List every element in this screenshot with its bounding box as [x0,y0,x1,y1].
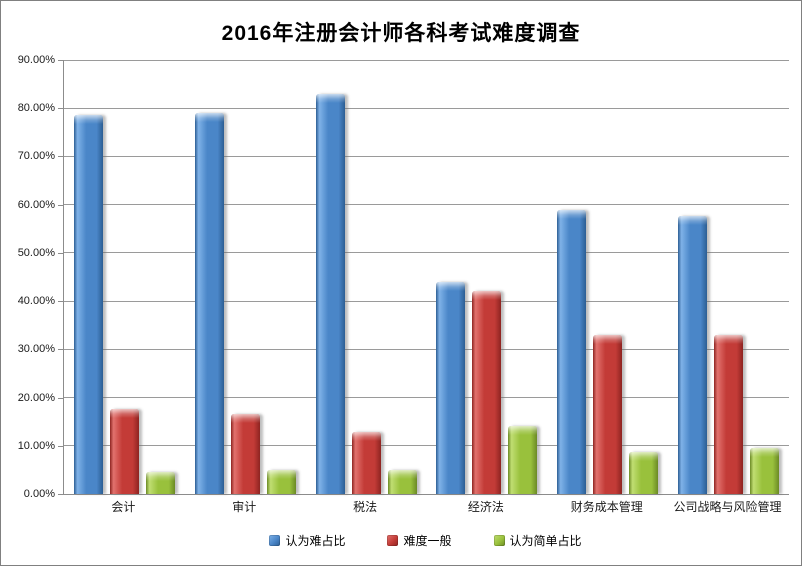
y-tick-label: 80.00% [17,102,55,115]
y-axis-tick [58,301,63,303]
y-tick-label: 50.00% [17,246,55,259]
bar-group-6 [668,60,789,494]
legend-swatch-icon [493,535,505,546]
gridline [64,348,789,350]
gridline [64,107,789,109]
bar [145,472,175,494]
bar [629,452,659,494]
bar-group-2 [185,60,306,494]
gridline [64,60,789,61]
legend-label: 认为简单占比 [509,534,582,548]
bar [266,469,296,494]
bar-group-4 [426,60,547,494]
legend: 认为难占比 难度一般 认为简单占比 [63,532,788,549]
y-tick-label: 20.00% [17,391,55,404]
y-tick-label: 90.00% [17,54,55,66]
bar [678,215,708,494]
gridline [64,252,789,254]
bar [109,409,139,494]
bar [508,426,538,494]
bar-group-5 [547,60,668,494]
y-axis-tick [58,108,63,110]
legend-label: 认为难占比 [285,534,346,548]
bar [73,115,103,494]
legend-item: 难度一般 [387,532,452,549]
bar [351,432,381,494]
y-axis-tick [58,60,63,61]
bar [750,447,780,494]
y-axis-tick [58,156,63,158]
legend-item: 认为难占比 [269,532,345,549]
gridline [64,204,789,206]
bar [436,281,466,494]
y-axis-tick [58,252,63,254]
y-tick-label: 10.00% [17,439,55,452]
bar [230,414,260,494]
y-axis: 0.00% 10.00% 20.00% 30.00% 40.00% 50.00% 60.00… [1,54,57,500]
plot-area [58,60,789,495]
y-axis-tick [58,494,63,495]
gridline [64,445,789,447]
bar-group-3 [306,60,427,494]
bar-group-1 [64,60,185,494]
x-category-label: 审计 [232,500,257,514]
y-tick-label: 30.00% [17,343,55,356]
y-tick-label: 40.00% [17,295,55,308]
bar [472,291,502,494]
x-category-label: 税法 [353,500,378,514]
x-category-label: 公司战略与风险管理 [673,500,782,514]
bar [315,93,345,494]
bar [387,470,417,494]
y-tick-label: 70.00% [17,150,55,163]
x-category-label: 经济法 [467,500,504,514]
y-axis-tick [58,397,63,399]
y-tick-label: 0.00% [23,488,55,500]
legend-swatch-icon [387,535,399,546]
bar-groups [64,60,789,494]
bar [714,334,744,494]
bar [194,113,224,494]
y-axis-tick [58,349,63,351]
legend-swatch-icon [269,535,281,546]
chart-title: 2016年注册会计师各科考试难度调查 [221,22,581,45]
gridline [64,155,789,157]
bar [557,209,587,494]
x-category-label: 财务成本管理 [570,500,643,514]
bar [593,335,623,494]
gridline [64,397,789,399]
y-axis-tick [58,204,63,206]
y-axis-tick [58,445,63,447]
legend-label: 难度一般 [403,534,452,548]
x-axis: 会计 审计 税法 经济法 财务成本管理 公司战略与风险管理 [63,498,788,516]
y-tick-label: 60.00% [17,198,55,211]
gridline [64,300,789,302]
legend-item: 认为简单占比 [493,532,582,549]
x-category-label: 会计 [111,500,136,514]
